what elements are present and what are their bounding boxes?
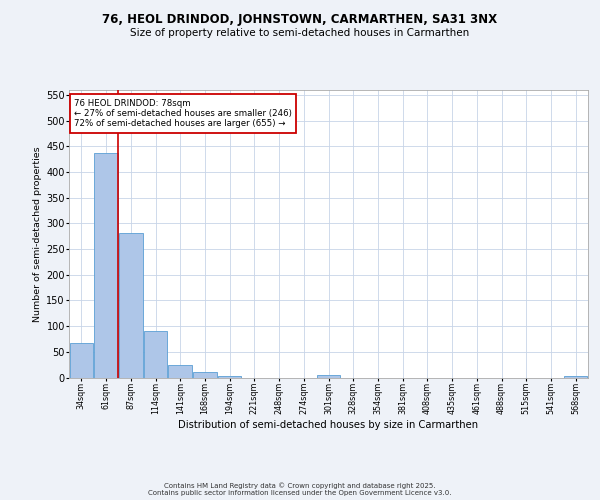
Bar xyxy=(169,365,192,378)
X-axis label: Distribution of semi-detached houses by size in Carmarthen: Distribution of semi-detached houses by … xyxy=(178,420,479,430)
Bar xyxy=(144,332,167,378)
Text: 76 HEOL DRINDOD: 78sqm
← 27% of semi-detached houses are smaller (246)
72% of se: 76 HEOL DRINDOD: 78sqm ← 27% of semi-det… xyxy=(74,98,292,128)
Bar xyxy=(70,342,93,378)
Y-axis label: Number of semi-detached properties: Number of semi-detached properties xyxy=(33,146,42,322)
Text: Contains HM Land Registry data © Crown copyright and database right 2025.
Contai: Contains HM Land Registry data © Crown c… xyxy=(148,482,452,496)
Bar xyxy=(119,233,143,378)
Text: 76, HEOL DRINDOD, JOHNSTOWN, CARMARTHEN, SA31 3NX: 76, HEOL DRINDOD, JOHNSTOWN, CARMARTHEN,… xyxy=(103,12,497,26)
Text: Size of property relative to semi-detached houses in Carmarthen: Size of property relative to semi-detach… xyxy=(130,28,470,38)
Bar xyxy=(94,153,118,378)
Bar xyxy=(564,376,587,378)
Bar xyxy=(317,376,340,378)
Bar xyxy=(218,376,241,378)
Bar xyxy=(193,372,217,378)
